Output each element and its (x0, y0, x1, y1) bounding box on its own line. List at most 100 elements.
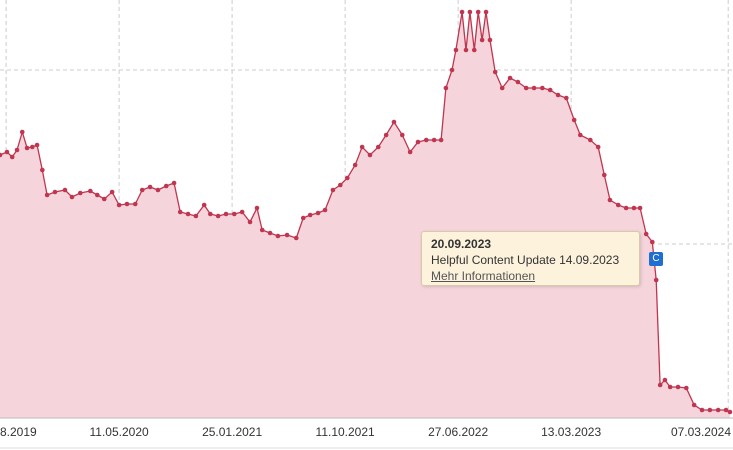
data-point (315, 210, 321, 216)
data-point (459, 9, 465, 15)
data-point (383, 132, 389, 138)
data-point (523, 85, 529, 91)
data-point (163, 183, 169, 189)
data-point (231, 211, 237, 217)
data-point (471, 47, 477, 53)
data-point (684, 385, 689, 391)
data-point (637, 205, 643, 211)
data-point (375, 144, 381, 150)
x-tick-label: 8.2019 (0, 425, 37, 439)
data-point (300, 215, 306, 221)
area (0, 12, 730, 418)
data-point (171, 180, 177, 186)
data-point (595, 144, 601, 150)
tooltip: 20.09.2023 Helpful Content Update 14.09.… (421, 231, 640, 286)
data-point (699, 407, 705, 413)
data-point (367, 152, 373, 158)
data-point (14, 147, 20, 153)
data-point (88, 188, 93, 194)
data-point (653, 277, 659, 283)
data-point (571, 117, 577, 123)
data-point (623, 205, 629, 211)
data-point (147, 184, 153, 190)
tooltip-link[interactable]: Mehr Informationen (431, 269, 536, 283)
data-point (675, 384, 681, 390)
data-point (24, 145, 30, 151)
data-point (109, 189, 115, 195)
data-point (515, 79, 521, 85)
data-point (52, 189, 58, 195)
data-point (208, 211, 213, 217)
data-point (223, 211, 229, 217)
data-point (540, 85, 545, 91)
x-tick-label: 11.10.2021 (316, 425, 375, 439)
data-point (29, 144, 35, 150)
data-point (267, 230, 273, 236)
data-point (44, 192, 50, 198)
data-point (479, 37, 485, 43)
data-point (727, 409, 733, 415)
data-point (345, 175, 350, 181)
data-point (667, 384, 673, 390)
data-point (467, 9, 473, 15)
data-point (322, 207, 328, 213)
x-tick-label: 11.05.2020 (90, 425, 149, 439)
data-point (77, 190, 83, 196)
data-point (4, 149, 10, 155)
data-point (275, 233, 281, 239)
data-point (116, 202, 122, 208)
data-point (307, 212, 313, 218)
data-point (507, 75, 513, 81)
data-point (415, 139, 421, 145)
data-point (531, 85, 537, 91)
data-point (177, 209, 183, 215)
x-tick-label: 25.01.2021 (202, 425, 262, 439)
data-point (94, 192, 100, 198)
data-point (643, 231, 649, 237)
data-point (293, 235, 299, 241)
data-point (132, 201, 138, 207)
data-point (588, 137, 593, 143)
data-point (475, 9, 481, 15)
data-point (101, 196, 107, 202)
data-point (601, 172, 607, 178)
data-point (649, 239, 655, 245)
data-point (555, 92, 561, 98)
data-point (139, 187, 145, 193)
data-point (155, 187, 161, 193)
x-tick-label: 27.06.2022 (428, 425, 488, 439)
data-point (259, 227, 265, 233)
data-point (443, 85, 449, 91)
data-point (201, 202, 207, 208)
data-point (359, 144, 365, 150)
data-point (723, 407, 729, 413)
data-point (69, 194, 75, 200)
data-point (338, 182, 343, 188)
data-point (564, 95, 569, 101)
data-point (657, 382, 663, 388)
data-point (40, 167, 45, 173)
data-point (431, 137, 437, 143)
data-point (407, 149, 413, 155)
data-point (449, 67, 455, 73)
data-point (185, 211, 191, 217)
data-point (9, 154, 15, 160)
data-point (463, 47, 469, 53)
data-point (399, 132, 405, 138)
event-marker[interactable]: C (649, 252, 663, 266)
data-point (284, 232, 290, 238)
data-point (615, 202, 621, 208)
data-point (577, 132, 583, 138)
x-tick-label: 13.03.2023 (541, 425, 601, 439)
data-point (352, 162, 358, 168)
data-point (487, 37, 493, 43)
x-tick-label: 07.03.2024 (671, 425, 731, 439)
data-point (453, 47, 459, 53)
data-point (547, 87, 553, 93)
data-point (492, 69, 498, 75)
data-point (330, 187, 336, 193)
data-point (438, 137, 444, 143)
data-point (691, 402, 697, 408)
